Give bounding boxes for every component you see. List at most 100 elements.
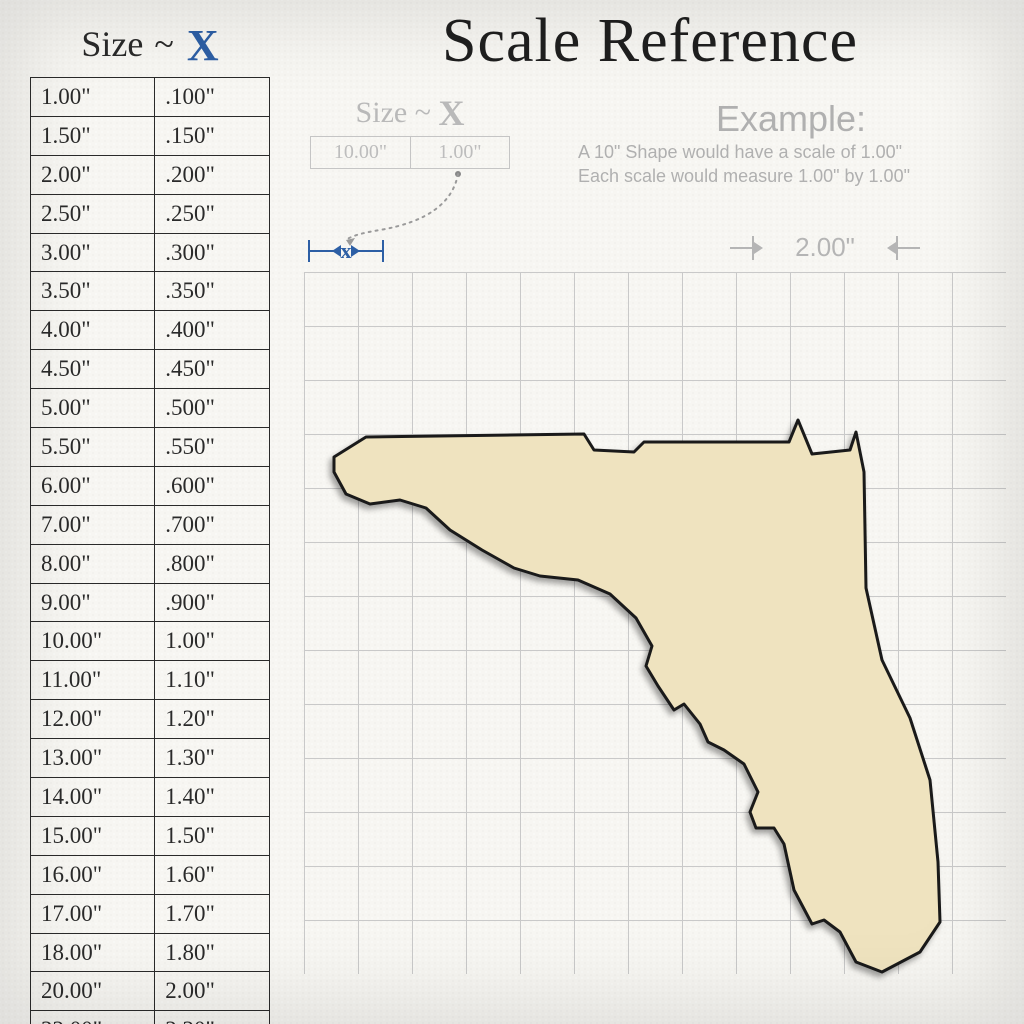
table-row: 5.50".550" [31, 428, 270, 467]
x-bracket: x [298, 234, 394, 268]
table-row: 2.00".200" [31, 155, 270, 194]
cell-x: .900" [155, 583, 270, 622]
table-row: 9.00".900" [31, 583, 270, 622]
cell-size: 15.00" [31, 816, 155, 855]
cell-x: .350" [155, 272, 270, 311]
table-row: 16.00"1.60" [31, 855, 270, 894]
mini-cell-size: 10.00" [310, 136, 410, 169]
cell-size: 20.00" [31, 972, 155, 1011]
mini-example: Size ~ X 10.00" 1.00" [310, 92, 510, 169]
table-row: 18.00"1.80" [31, 933, 270, 972]
cell-x: .100" [155, 78, 270, 117]
cell-x: .300" [155, 233, 270, 272]
cell-size: 9.00" [31, 583, 155, 622]
cell-size: 16.00" [31, 855, 155, 894]
cell-size: 12.00" [31, 700, 155, 739]
grid-dimension: 2.00" [730, 230, 920, 266]
size-title-x: X [187, 21, 219, 70]
example-line2: Each scale would measure 1.00" by 1.00" [576, 164, 1006, 188]
x-bracket-label: x [298, 238, 394, 264]
cell-size: 1.00" [31, 78, 155, 117]
table-row: 4.50".450" [31, 350, 270, 389]
table-row: 1.50".150" [31, 116, 270, 155]
cell-size: 7.00" [31, 505, 155, 544]
table-row: 20.00"2.00" [31, 972, 270, 1011]
table-row: 13.00"1.30" [31, 739, 270, 778]
table-row: 6.00".600" [31, 466, 270, 505]
grid-area [304, 272, 1006, 974]
cell-x: 1.30" [155, 739, 270, 778]
table-row: 7.00".700" [31, 505, 270, 544]
table-row: 4.00".400" [31, 311, 270, 350]
table-row: 22.00"2.20" [31, 1011, 270, 1024]
example-line1: A 10" Shape would have a scale of 1.00" [576, 140, 1006, 164]
cell-size: 5.50" [31, 428, 155, 467]
cell-x: .250" [155, 194, 270, 233]
size-table: 1.00".100"1.50".150"2.00".200"2.50".250"… [30, 77, 270, 1024]
size-title-prefix: Size [81, 24, 143, 64]
table-row: 12.00"1.20" [31, 700, 270, 739]
page-title: Scale Reference [300, 6, 1000, 77]
table-row: 1.00".100" [31, 78, 270, 117]
mini-title-prefix: Size [356, 96, 408, 129]
table-row: 3.50".350" [31, 272, 270, 311]
table-row: 8.00".800" [31, 544, 270, 583]
cell-size: 2.00" [31, 155, 155, 194]
cell-x: 1.20" [155, 700, 270, 739]
cell-size: 13.00" [31, 739, 155, 778]
cell-size: 17.00" [31, 894, 155, 933]
florida-shape [304, 272, 1006, 974]
mini-title-dash: ~ [407, 96, 438, 129]
cell-x: 1.40" [155, 778, 270, 817]
table-row: 5.00".500" [31, 389, 270, 428]
cell-size: 10.00" [31, 622, 155, 661]
cell-x: 1.00" [155, 622, 270, 661]
cell-x: 1.50" [155, 816, 270, 855]
table-row: 11.00"1.10" [31, 661, 270, 700]
cell-size: 8.00" [31, 544, 155, 583]
mini-title-x: X [438, 93, 464, 133]
mini-row: 10.00" 1.00" [310, 136, 510, 169]
cell-x: .500" [155, 389, 270, 428]
cell-x: 1.60" [155, 855, 270, 894]
cell-x: .400" [155, 311, 270, 350]
cell-x: 1.10" [155, 661, 270, 700]
cell-size: 3.50" [31, 272, 155, 311]
cell-x: 1.70" [155, 894, 270, 933]
cell-size: 4.50" [31, 350, 155, 389]
table-row: 15.00"1.50" [31, 816, 270, 855]
size-table-title: Size ~ X [30, 20, 270, 71]
cell-x: .700" [155, 505, 270, 544]
cell-size: 11.00" [31, 661, 155, 700]
table-row: 17.00"1.70" [31, 894, 270, 933]
table-row: 3.00".300" [31, 233, 270, 272]
cell-size: 18.00" [31, 933, 155, 972]
cell-x: .200" [155, 155, 270, 194]
cell-size: 6.00" [31, 466, 155, 505]
cell-x: .450" [155, 350, 270, 389]
cell-x: .800" [155, 544, 270, 583]
cell-x: 2.00" [155, 972, 270, 1011]
cell-size: 14.00" [31, 778, 155, 817]
size-table-wrap: Size ~ X 1.00".100"1.50".150"2.00".200"2… [30, 20, 270, 1024]
cell-size: 5.00" [31, 389, 155, 428]
cell-size: 3.00" [31, 233, 155, 272]
cell-size: 1.50" [31, 116, 155, 155]
grid-dimension-label: 2.00" [730, 232, 920, 263]
mini-title: Size ~ X [310, 92, 510, 134]
size-title-dash: ~ [143, 24, 186, 64]
cell-size: 2.50" [31, 194, 155, 233]
mini-cell-x: 1.00" [410, 136, 510, 169]
cell-x: .150" [155, 116, 270, 155]
table-row: 14.00"1.40" [31, 778, 270, 817]
cell-x: 2.20" [155, 1011, 270, 1024]
table-row: 10.00"1.00" [31, 622, 270, 661]
cell-size: 4.00" [31, 311, 155, 350]
example-heading: Example: [576, 98, 1006, 140]
cell-size: 22.00" [31, 1011, 155, 1024]
example-block: Example: A 10" Shape would have a scale … [576, 98, 1006, 189]
cell-x: .600" [155, 466, 270, 505]
cell-x: 1.80" [155, 933, 270, 972]
cell-x: .550" [155, 428, 270, 467]
table-row: 2.50".250" [31, 194, 270, 233]
